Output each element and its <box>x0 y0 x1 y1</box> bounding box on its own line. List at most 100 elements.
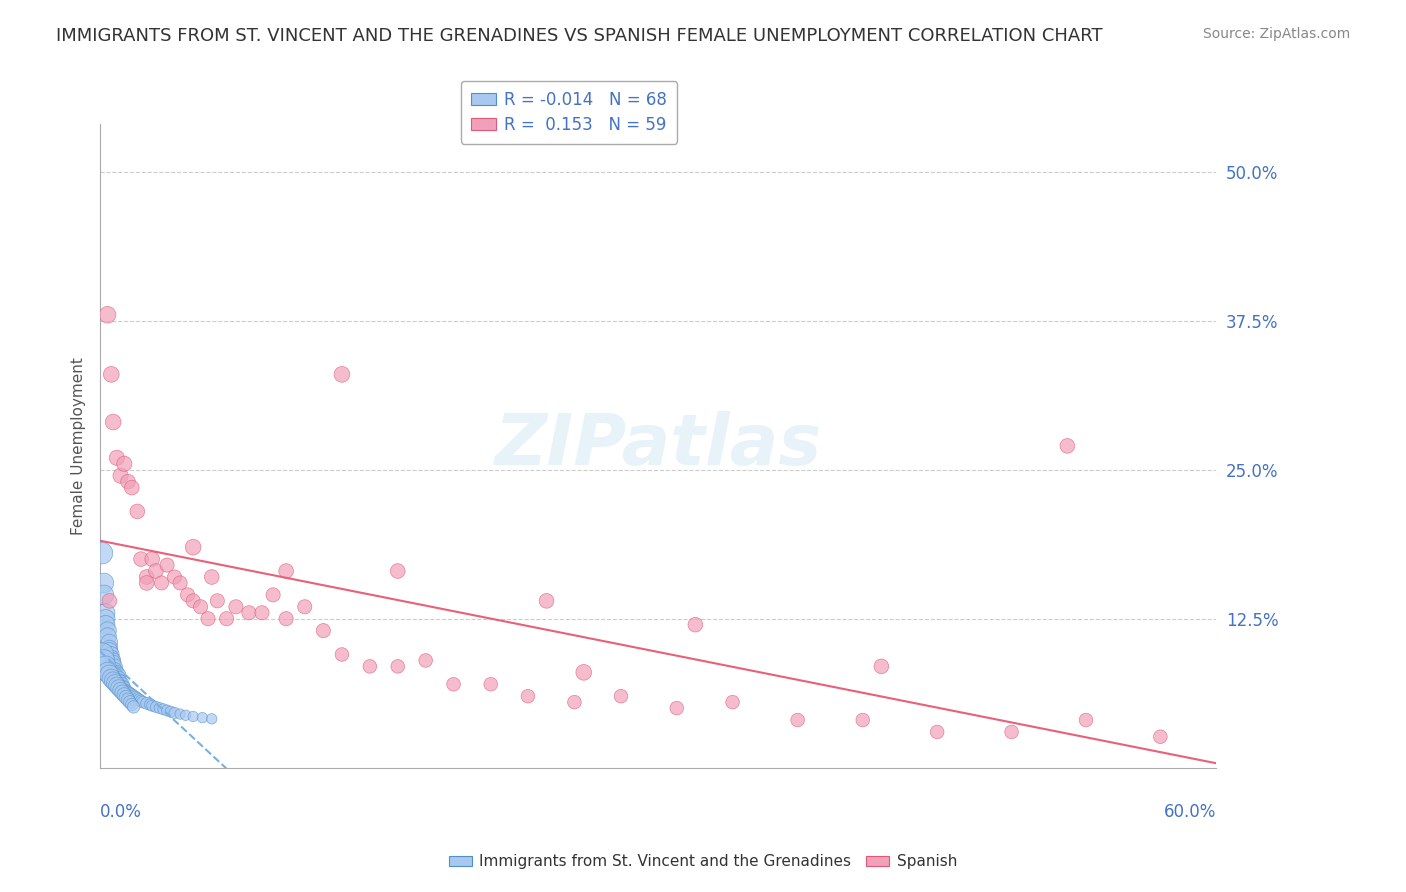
Point <box>111 685 134 699</box>
Point <box>110 468 132 483</box>
Point <box>536 594 558 608</box>
Text: IMMIGRANTS FROM ST. VINCENT AND THE GRENADINES VS SPANISH FEMALE UNEMPLOYMENT CO: IMMIGRANTS FROM ST. VINCENT AND THE GREN… <box>56 27 1102 45</box>
Y-axis label: Female Unemployment: Female Unemployment <box>72 357 86 535</box>
Point <box>112 683 135 698</box>
Point <box>135 570 157 584</box>
Point <box>98 641 121 656</box>
Point <box>159 705 181 719</box>
Point <box>94 617 117 632</box>
Point <box>870 659 893 673</box>
Point <box>201 712 224 726</box>
Point <box>238 606 260 620</box>
Point <box>98 667 121 681</box>
Point <box>115 684 138 698</box>
Point <box>852 713 875 727</box>
Point <box>94 606 117 620</box>
Point <box>101 656 124 670</box>
Point <box>294 599 316 614</box>
Point <box>117 685 139 699</box>
Point <box>927 725 949 739</box>
Text: ZIPatlas: ZIPatlas <box>495 411 823 481</box>
Point <box>122 700 145 714</box>
Point <box>104 659 127 673</box>
Point <box>516 689 538 703</box>
Point <box>132 695 155 709</box>
Point <box>100 671 122 685</box>
Point <box>112 688 135 702</box>
Point <box>141 552 163 566</box>
Point <box>1149 730 1171 744</box>
Point <box>135 696 157 710</box>
Point <box>105 665 128 680</box>
Point <box>104 676 127 690</box>
Point <box>163 706 186 720</box>
Point <box>415 653 437 667</box>
Point <box>610 689 633 703</box>
Point <box>1000 725 1022 739</box>
Point <box>129 694 152 708</box>
Point <box>93 576 115 591</box>
Point <box>665 701 688 715</box>
Point <box>111 677 134 691</box>
Text: Source: ZipAtlas.com: Source: ZipAtlas.com <box>1202 27 1350 41</box>
Point <box>105 678 128 692</box>
Point <box>91 648 114 662</box>
Point <box>121 698 143 712</box>
Point <box>93 588 115 602</box>
Point <box>215 612 238 626</box>
Point <box>91 546 114 560</box>
Point <box>359 659 381 673</box>
Point <box>105 450 128 465</box>
Point <box>207 594 229 608</box>
Point <box>107 667 129 681</box>
Point <box>107 673 129 688</box>
Point <box>262 588 284 602</box>
Point <box>101 653 124 667</box>
Point <box>197 612 219 626</box>
Point <box>141 698 163 713</box>
Point <box>121 688 143 702</box>
Point <box>191 711 214 725</box>
Point <box>330 648 353 662</box>
Point <box>115 690 138 705</box>
Point <box>276 612 298 626</box>
Point <box>156 558 179 572</box>
Point <box>107 681 129 695</box>
Point <box>110 683 132 698</box>
Point <box>786 713 808 727</box>
Text: 60.0%: 60.0% <box>1164 803 1216 822</box>
Point <box>685 617 707 632</box>
Point <box>100 648 122 662</box>
Point <box>98 635 121 649</box>
Point <box>100 368 122 382</box>
Point <box>163 570 186 584</box>
Point <box>225 599 247 614</box>
Point <box>100 651 122 665</box>
Point <box>97 624 120 638</box>
Point <box>94 659 117 673</box>
Point <box>112 681 135 695</box>
Point <box>94 612 117 626</box>
Point <box>121 481 143 495</box>
Point <box>98 594 121 608</box>
Point <box>152 702 174 716</box>
Point <box>156 704 179 718</box>
Point <box>101 673 124 688</box>
Point <box>276 564 298 578</box>
Point <box>118 695 141 709</box>
Point <box>117 692 139 706</box>
Point <box>387 564 409 578</box>
Point <box>93 653 115 667</box>
Point <box>190 599 212 614</box>
Point <box>112 457 135 471</box>
Text: 0.0%: 0.0% <box>100 803 142 822</box>
Point <box>564 695 586 709</box>
Point <box>118 687 141 701</box>
Legend: R = -0.014   N = 68, R =  0.153   N = 59: R = -0.014 N = 68, R = 0.153 N = 59 <box>461 81 676 144</box>
Point <box>135 576 157 591</box>
Point <box>139 698 162 712</box>
Point <box>176 588 198 602</box>
Point <box>97 665 120 680</box>
Point <box>250 606 273 620</box>
Point <box>181 709 204 723</box>
